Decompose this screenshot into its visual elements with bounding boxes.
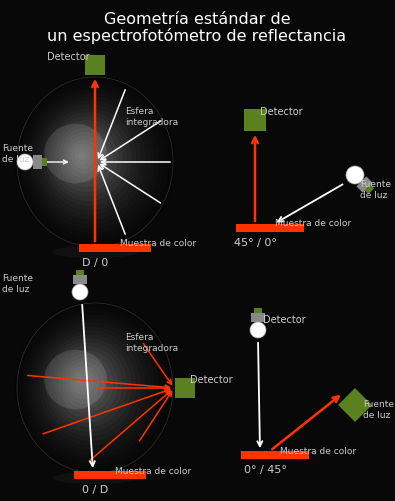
Text: Esfera
integradora: Esfera integradora [125,107,178,127]
Bar [241,451,309,459]
Ellipse shape [17,77,173,247]
Text: 45° / 0°: 45° / 0° [233,238,276,248]
Text: Esfera
integradora: Esfera integradora [125,333,178,353]
Bar [356,176,372,193]
Ellipse shape [20,81,168,242]
Ellipse shape [68,366,100,400]
Text: 0 / D: 0 / D [82,485,108,495]
Ellipse shape [62,358,109,409]
Bar [236,224,304,232]
Bar [76,270,84,275]
Text: Fuente
de luz: Fuente de luz [360,180,391,200]
Text: Detector: Detector [263,315,306,325]
Ellipse shape [65,362,104,404]
Text: Fuente
de luz: Fuente de luz [2,144,33,164]
Ellipse shape [78,377,86,386]
Text: Muestra de color: Muestra de color [115,466,191,475]
Ellipse shape [15,301,175,475]
Circle shape [72,284,88,300]
Bar [74,471,146,479]
Ellipse shape [15,75,175,249]
Ellipse shape [52,120,122,196]
Ellipse shape [33,323,150,450]
Text: Muestra de color: Muestra de color [120,239,196,248]
Ellipse shape [52,246,138,258]
Ellipse shape [68,140,100,173]
Ellipse shape [52,346,122,422]
Ellipse shape [49,116,127,201]
Ellipse shape [26,89,159,233]
Text: Fuente
de luz: Fuente de luz [363,400,394,420]
Bar [254,308,262,313]
Text: 0° / 45°: 0° / 45° [244,465,286,475]
Text: Muestra de color: Muestra de color [280,446,356,455]
Ellipse shape [26,315,159,459]
Ellipse shape [46,112,132,206]
Text: D / 0: D / 0 [82,258,108,268]
Ellipse shape [49,342,127,427]
Circle shape [17,154,33,170]
Text: Fuente
de luz: Fuente de luz [2,274,33,294]
Ellipse shape [44,350,107,409]
Ellipse shape [40,104,141,215]
Ellipse shape [55,350,118,418]
Ellipse shape [58,354,113,413]
Bar [365,185,374,194]
Bar [73,275,87,284]
Ellipse shape [23,311,164,464]
Text: Muestra de color: Muestra de color [275,219,351,228]
Ellipse shape [62,132,109,183]
Bar [33,155,42,169]
Ellipse shape [71,143,95,169]
Bar [338,388,372,422]
Ellipse shape [78,151,86,160]
Text: Detector: Detector [260,107,303,117]
Bar [85,55,105,75]
Ellipse shape [58,128,113,187]
Bar [79,244,151,252]
Bar [42,158,47,166]
Text: Geometría estándar de: Geometría estándar de [103,12,290,27]
Ellipse shape [43,334,136,436]
Ellipse shape [46,338,132,432]
Ellipse shape [30,319,154,454]
Bar [251,313,265,322]
Ellipse shape [23,85,164,238]
Ellipse shape [33,97,150,224]
Text: Detector: Detector [190,375,233,385]
Bar [244,109,266,131]
Circle shape [346,166,364,184]
Ellipse shape [30,93,154,228]
Text: Detector: Detector [47,52,90,62]
Ellipse shape [17,303,173,473]
Ellipse shape [75,147,90,164]
Text: un espectrofotómetro de reflectancia: un espectrofotómetro de reflectancia [47,28,346,44]
Ellipse shape [20,307,168,468]
Ellipse shape [43,108,136,210]
Ellipse shape [44,124,107,183]
Ellipse shape [55,124,118,192]
Ellipse shape [65,136,104,178]
Circle shape [250,322,266,338]
Ellipse shape [36,327,145,445]
Ellipse shape [40,330,141,441]
Ellipse shape [36,101,145,219]
Bar [175,378,195,398]
Ellipse shape [75,373,90,390]
Ellipse shape [71,369,95,395]
Ellipse shape [52,472,138,484]
